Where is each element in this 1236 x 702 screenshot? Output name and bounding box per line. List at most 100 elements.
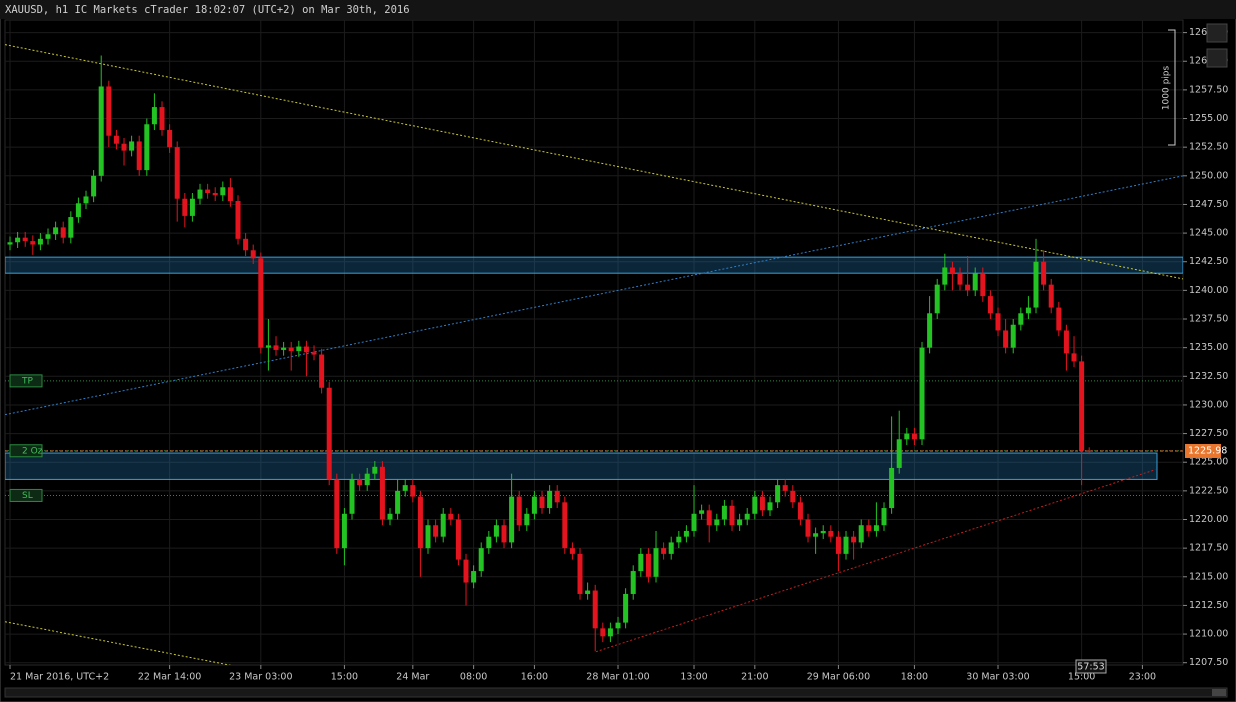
candle-body [425,525,431,549]
candle-body [615,622,621,629]
range-label: 1000 pips [1162,66,1172,111]
candle-body [372,466,378,474]
candle-body [957,273,963,285]
candle-body [30,241,36,245]
candle-body [889,467,895,509]
candle-body [980,273,986,297]
candle-body [828,530,834,537]
last-price-box [1185,443,1221,458]
candle-body [1086,450,1092,452]
candle-body [820,530,826,534]
candle-body [509,496,515,543]
x-tick-label: 21:00 [741,672,768,683]
candle-body [106,86,112,136]
candle-body [569,548,575,554]
candle-body [881,508,887,526]
candle-body [851,536,857,543]
candle-body [577,553,583,594]
candle-body [1071,353,1077,362]
candle-body [813,533,819,537]
candle-body [326,387,332,480]
candle-body [562,502,568,549]
chart-title: XAUUSD, h1 IC Markets cTrader 18:02:07 (… [5,4,410,16]
candle-body [7,242,13,245]
candle-body [668,542,674,554]
candle-body [113,135,119,144]
candle-body [759,496,765,511]
candle-body [486,536,492,549]
candles [7,55,1092,652]
candle-body [767,502,773,511]
candle-body [904,433,910,440]
candle-body [805,519,811,537]
candle-body [600,628,606,637]
candle-body [151,107,157,125]
candle-body [455,519,461,560]
y-tick-label: 1227.50 [1189,428,1228,439]
level-label: 2 Oz [22,446,43,456]
candle-body [638,553,644,572]
candle-body [227,187,233,202]
candle-body [402,485,408,491]
candle-body [547,490,553,509]
candle-body [182,198,188,216]
x-tick-label: 29 Mar 06:00 [807,672,870,683]
candle-body [539,496,545,509]
scroll-thumb[interactable] [1212,689,1226,696]
candle-body [585,590,591,594]
candle-body [554,490,560,503]
candle-body [676,536,682,543]
candle-body [197,189,203,199]
y-tick-label: 1230.00 [1189,399,1228,410]
candle-body [357,479,363,486]
candle-body [129,141,135,151]
candle-body [942,267,948,285]
y-tick-label: 1237.50 [1189,314,1228,325]
candle-body [737,519,743,526]
candle-body [1003,330,1009,348]
candle-body [782,485,788,491]
candle-body [592,590,598,629]
candle-body [136,141,142,171]
candle-body [478,548,484,572]
countdown-box [1075,659,1107,674]
scrollbar[interactable] [4,687,1228,698]
level-label: TP [21,376,33,386]
candle-body [699,510,705,514]
candle-body [205,189,211,193]
candle-body [683,530,689,537]
snapshot-button[interactable] [1206,48,1228,68]
y-tick-label: 1220.00 [1189,514,1228,525]
candle-body [661,548,667,554]
candle-body [843,536,849,554]
candle-body [243,238,249,251]
candle-body [379,466,385,520]
candle-body [45,234,51,239]
trend-line [5,44,1183,280]
candle-body [858,525,864,543]
axes: 1207.50 1210.00 1212.50 1215.00 1217.50 1220.… [9,27,1228,683]
title-bar [0,0,1236,19]
candle-body [296,346,302,352]
y-tick-label: 1235.00 [1189,342,1228,353]
candle-body [721,505,727,520]
candle-body [440,513,446,537]
candle-body [729,505,735,526]
x-tick-label: 23 Mar 03:00 [229,672,292,683]
candle-body [410,485,416,497]
expand-button[interactable] [1206,23,1228,43]
candle-body [965,284,971,291]
y-tick-label: 1252.50 [1189,142,1228,153]
candle-body [1079,361,1085,451]
candle-body [691,513,697,531]
candle-body [463,559,469,583]
candle-body [364,473,370,486]
candle-body [167,129,173,148]
candle-body [949,267,955,274]
candle-body [706,510,712,526]
candle-body [934,284,940,314]
x-tick-label: 15:00 [331,672,358,683]
candle-body [311,352,317,355]
candle-body [995,313,1001,331]
candle-body [83,196,89,204]
